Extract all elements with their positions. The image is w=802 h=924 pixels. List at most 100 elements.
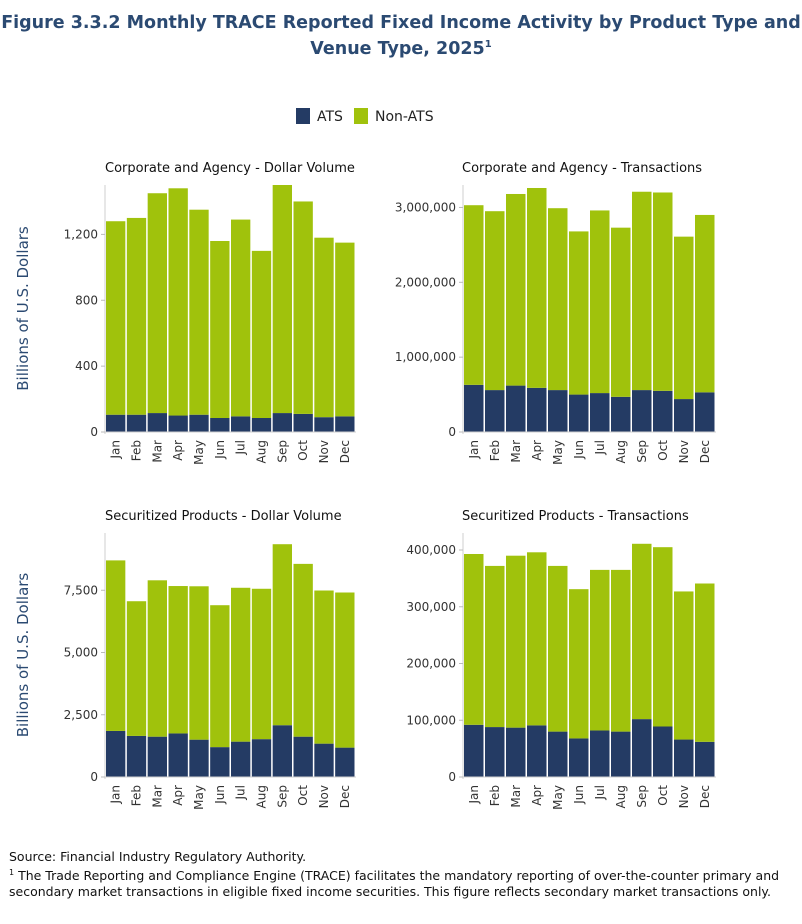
bar-non-ats [632,543,652,720]
bar-non-ats [506,555,526,728]
x-tick-label: Aug [614,440,628,463]
bar-non-ats [147,580,167,737]
bar-non-ats [695,214,715,393]
x-tick-label: Aug [255,440,269,463]
x-tick-label: Sep [635,785,649,808]
bar-ats [527,387,547,432]
bar-ats [272,725,292,777]
x-tick-label: Sep [275,785,289,808]
bar-non-ats [611,569,631,732]
bar-non-ats [527,552,547,726]
bar-non-ats [272,185,292,414]
y-axis-label: Billions of U.S. Dollars [14,573,32,738]
bar-ats [653,390,673,432]
bar-ats [590,393,610,432]
bar-ats [147,413,167,432]
x-tick-label: May [192,785,206,810]
legend-swatch-non-ats [354,108,368,124]
bar-non-ats [590,569,610,731]
chart-title: Securitized Products - Dollar Volume [105,509,342,524]
x-tick-label: Sep [275,440,289,463]
footer: Source: Financial Industry Regulatory Au… [9,849,799,900]
chart-title: Corporate and Agency - Transactions [462,161,702,176]
x-tick-label: Mar [150,785,164,808]
bar-non-ats [189,209,209,415]
bar-ats [106,414,126,432]
x-tick-label: Jan [467,785,481,805]
y-tick-label: 1,000,000 [395,350,456,364]
x-tick-label: Apr [530,440,544,461]
y-tick-label: 3,000,000 [395,200,456,214]
x-tick-label: Oct [296,440,310,461]
figure-title-line1: Figure 3.3.2 Monthly TRACE Reported Fixe… [1,13,801,33]
bar-ats [569,738,589,777]
x-tick-label: May [551,785,565,810]
bar-non-ats [189,586,209,740]
bar-ats [464,384,484,432]
x-tick-label: Feb [488,785,502,806]
bar-ats [126,735,147,777]
x-tick-label: Feb [130,440,144,461]
bar-non-ats [590,210,610,394]
bar-non-ats [314,237,334,418]
bar-ats [189,739,209,777]
bar-ats [674,739,694,777]
x-tick-label: Mar [509,440,523,463]
bar-ats [695,741,715,777]
y-tick-label: 5,000 [64,646,98,660]
y-tick-label: 100,000 [406,713,456,727]
y-tick-label: 2,000,000 [395,275,456,289]
y-tick-label: 0 [448,425,456,439]
bar-ats [189,414,209,432]
x-tick-label: Oct [656,785,670,806]
bar-ats [147,736,167,777]
y-tick-label: 400,000 [406,543,456,557]
x-tick-label: Feb [488,440,502,461]
bar-ats [632,390,652,432]
bar-non-ats [674,591,694,740]
x-tick-label: May [192,440,206,465]
bar-non-ats [335,592,355,748]
bar-ats [653,726,673,777]
x-tick-label: Dec [338,440,352,463]
bar-ats [335,416,355,432]
figure-title: Figure 3.3.2 Monthly TRACE Reported Fixe… [0,12,802,60]
legend-item-non-ats: Non-ATS [354,108,434,125]
x-tick-label: Dec [338,785,352,808]
bar-ats [126,414,147,432]
bar-ats [293,736,313,777]
bar-ats [506,385,526,432]
y-tick-label: 400 [75,359,98,373]
figure-title-line2: Venue Type, 20251 [0,34,802,60]
bar-non-ats [231,219,251,417]
y-tick-label: 300,000 [406,600,456,614]
bar-ats [506,727,526,777]
x-tick-label: Mar [509,785,523,808]
x-tick-label: Jan [109,785,123,805]
bar-ats [695,392,715,432]
bar-ats [590,730,610,777]
bar-ats [527,725,547,777]
bar-non-ats [464,553,484,725]
x-tick-label: Aug [614,785,628,808]
bar-ats [251,739,272,777]
bar-ats [485,727,505,777]
footnote-text: The Trade Reporting and Compliance Engin… [9,868,780,900]
x-tick-label: Jul [234,440,248,455]
x-tick-label: Jan [109,440,123,460]
bar-non-ats [506,193,526,386]
y-tick-label: 0 [448,770,456,784]
bar-ats [611,396,631,432]
bar-non-ats [168,586,188,734]
bar-non-ats [210,605,230,748]
x-tick-label: Jun [213,785,227,805]
x-tick-label: Nov [317,785,331,808]
bar-non-ats [548,208,568,391]
chart-3: Securitized Products - Dollar Volume Bill… [14,509,356,810]
bar-ats [548,390,568,432]
y-tick-label: 0 [90,425,98,439]
bar-non-ats [168,188,188,416]
x-tick-label: Oct [296,785,310,806]
bar-non-ats [126,217,147,415]
bar-non-ats [272,544,292,726]
